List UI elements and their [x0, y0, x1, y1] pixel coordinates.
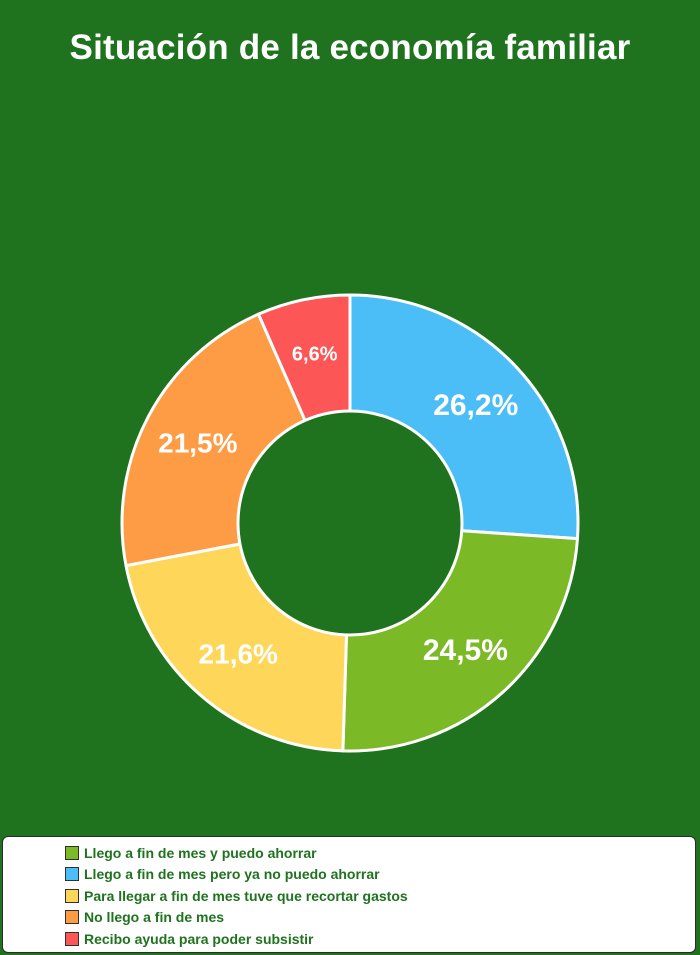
legend-swatch: [65, 867, 79, 882]
legend-item: No llego a fin de mes: [65, 907, 695, 929]
slice-value-label: 21,5%: [158, 427, 237, 458]
legend-label: Recibo ayuda para poder subsistir: [84, 930, 314, 947]
legend-label: Llego a fin de mes pero ya no puedo ahor…: [84, 866, 380, 883]
legend-swatch: [65, 845, 79, 860]
legend-label: Llego a fin de mes y puedo ahorrar: [84, 844, 317, 861]
legend-label: Para llegar a fin de mes tuve que recort…: [84, 887, 408, 904]
slice-value-label: 21,6%: [199, 638, 278, 669]
donut-hole: [236, 409, 464, 637]
legend-swatch: [65, 931, 79, 946]
legend-item: Llego a fin de mes y puedo ahorrar: [65, 842, 695, 864]
legend-list: Llego a fin de mes y puedo ahorrar Llego …: [3, 837, 695, 950]
legend-item: Recibo ayuda para poder subsistir: [65, 928, 695, 950]
slice-labels: 26,2% 24,5% 21,6% 21,5% 6,6%: [158, 344, 518, 670]
legend-item: Llego a fin de mes pero ya no puedo ahor…: [65, 864, 695, 886]
slice-value-label: 24,5%: [423, 634, 508, 667]
legend-label: No llego a fin de mes: [84, 909, 225, 926]
legend-swatch: [65, 888, 79, 903]
legend: Llego a fin de mes y puedo ahorrar Llego …: [2, 836, 696, 953]
donut-chart: 26,2% 24,5% 21,6% 21,5% 6,6%: [120, 293, 580, 753]
legend-swatch: [65, 910, 79, 925]
chart-title: Situación de la economía familiar: [69, 28, 631, 67]
slice-value-label: 26,2%: [433, 389, 518, 422]
legend-item: Para llegar a fin de mes tuve que recort…: [65, 885, 695, 907]
slice-value-label: 6,6%: [292, 344, 338, 366]
